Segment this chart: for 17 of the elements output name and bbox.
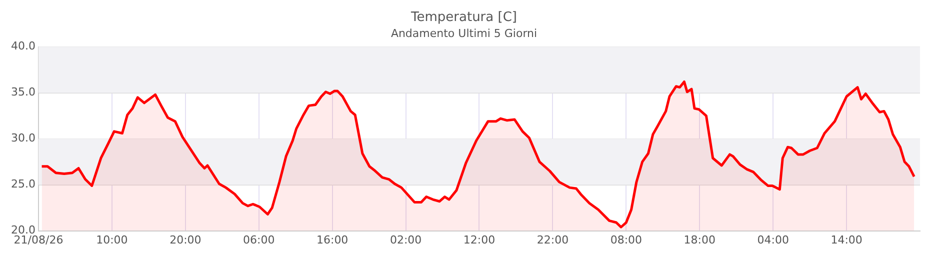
x-tick-label: 10:00 <box>96 233 128 246</box>
x-tick-label: 16:00 <box>316 233 348 246</box>
x-tick-label: 08:00 <box>610 233 642 246</box>
x-tick-label: 04:00 <box>757 233 789 246</box>
x-tick-label: 22:00 <box>536 233 569 246</box>
chart-title: Temperatura [C] <box>410 10 517 26</box>
x-tick-label: 12:00 <box>463 233 496 246</box>
y-tick-label: 25.0 <box>10 178 36 191</box>
x-tick-label: 20:00 <box>170 233 202 246</box>
x-tick-label: 14:00 <box>830 233 862 246</box>
chart-subtitle: Andamento Ultimi 5 Giorni <box>390 27 538 40</box>
x-tick-label: 02:00 <box>390 233 422 246</box>
x-tick-label: 06:00 <box>243 233 275 246</box>
y-tick-label: 35.0 <box>10 86 36 99</box>
x-tick-label: 18:00 <box>684 233 716 246</box>
y-tick-label: 40.0 <box>10 40 36 53</box>
y-tick-label: 30.0 <box>10 132 36 145</box>
